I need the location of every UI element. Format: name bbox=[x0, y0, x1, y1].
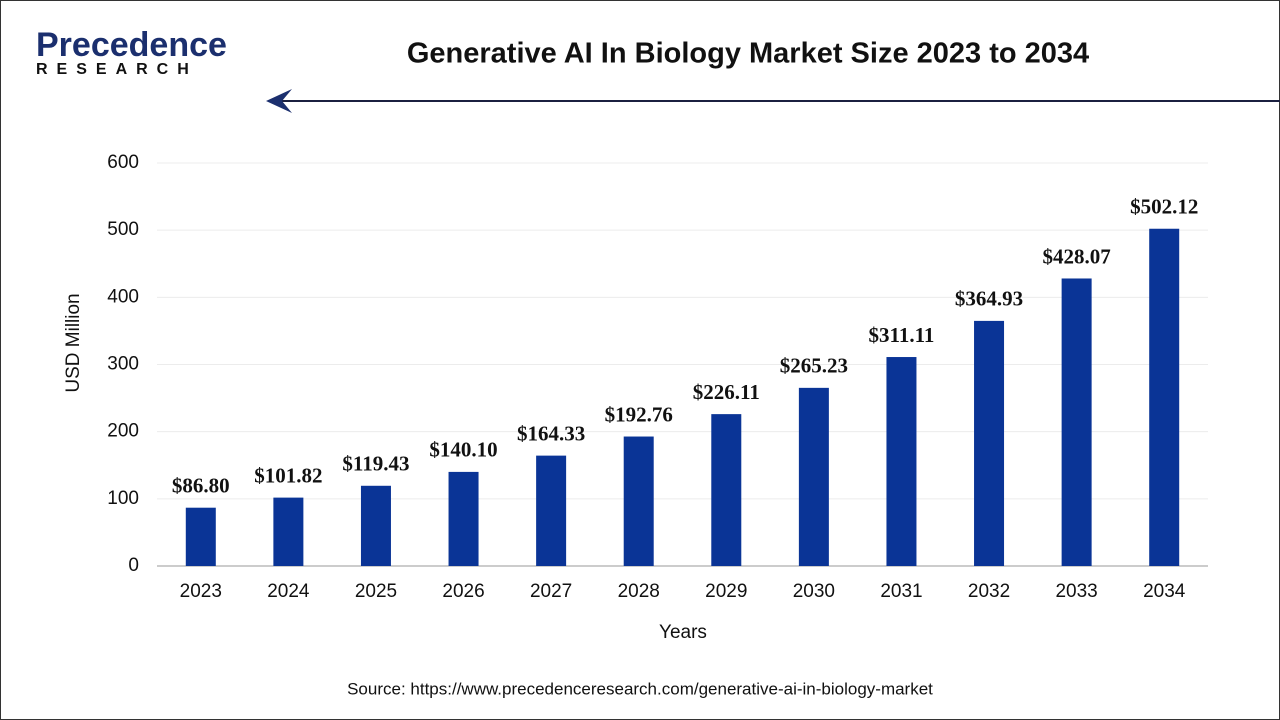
value-label: $226.11 bbox=[693, 380, 760, 404]
logo-name: Precedence bbox=[36, 26, 227, 64]
bar bbox=[360, 485, 391, 566]
value-label: $164.33 bbox=[517, 421, 585, 445]
logo-tagline: RESEARCH bbox=[36, 61, 198, 78]
x-tick-label: 2023 bbox=[180, 581, 222, 602]
bar bbox=[448, 471, 479, 566]
x-tick-label: 2031 bbox=[880, 581, 922, 602]
value-label: $119.43 bbox=[342, 452, 409, 476]
x-tick-label: 2030 bbox=[793, 581, 835, 602]
value-label: $140.10 bbox=[429, 438, 497, 462]
value-label: $311.11 bbox=[868, 323, 934, 347]
x-tick-label: 2027 bbox=[530, 581, 572, 602]
value-label: $428.07 bbox=[1043, 244, 1111, 268]
value-label: $502.12 bbox=[1130, 195, 1198, 219]
bar bbox=[185, 507, 216, 566]
x-tick-label: 2032 bbox=[968, 581, 1010, 602]
y-tick-label: 200 bbox=[107, 421, 139, 442]
bar bbox=[974, 320, 1005, 566]
value-label: $86.80 bbox=[172, 474, 230, 498]
bar bbox=[711, 414, 742, 566]
x-tick-label: 2024 bbox=[267, 581, 310, 602]
bar bbox=[273, 497, 304, 566]
value-label: $101.82 bbox=[254, 463, 322, 487]
y-axis-title: USD Million bbox=[63, 293, 84, 392]
x-tick-label: 2028 bbox=[618, 581, 660, 602]
y-tick-label: 0 bbox=[128, 555, 139, 576]
x-tick-label: 2034 bbox=[1143, 581, 1186, 602]
x-tick-label: 2026 bbox=[442, 581, 484, 602]
y-tick-label: 600 bbox=[107, 152, 139, 173]
x-axis-title: Years bbox=[659, 622, 707, 643]
x-tick-label: 2033 bbox=[1055, 581, 1097, 602]
x-tick-label: 2025 bbox=[355, 581, 397, 602]
value-label: $364.93 bbox=[955, 287, 1023, 311]
bar bbox=[1061, 278, 1092, 566]
bar bbox=[798, 387, 829, 566]
bar bbox=[886, 357, 917, 566]
y-tick-label: 300 bbox=[107, 354, 139, 375]
y-tick-label: 500 bbox=[107, 219, 139, 240]
bar bbox=[1149, 228, 1180, 566]
divider-arrow bbox=[266, 89, 292, 113]
source: Source: https://www.precedenceresearch.c… bbox=[347, 679, 933, 698]
bar bbox=[623, 436, 654, 566]
chart-title: Generative AI In Biology Market Size 202… bbox=[407, 38, 1089, 70]
value-label: $192.76 bbox=[605, 402, 673, 426]
y-tick-label: 100 bbox=[107, 488, 139, 509]
x-tick-label: 2029 bbox=[705, 581, 747, 602]
value-label: $265.23 bbox=[780, 354, 848, 378]
y-tick-label: 400 bbox=[107, 286, 139, 307]
bar bbox=[536, 455, 567, 566]
